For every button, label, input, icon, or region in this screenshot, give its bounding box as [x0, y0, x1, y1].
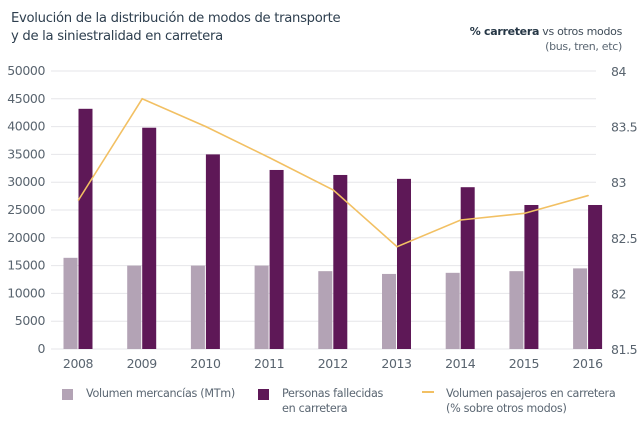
bar-mercancias [445, 272, 460, 349]
x-tick-label: 2014 [445, 356, 476, 371]
y-left-tick-label: 40000 [7, 119, 45, 134]
y-right-tick-label: 83 [611, 175, 626, 190]
line-point [523, 212, 526, 215]
line-series [77, 97, 589, 248]
x-tick-label: 2011 [254, 356, 284, 371]
bar-mercancias [63, 257, 78, 349]
y-left-tick-label: 45000 [7, 91, 45, 106]
y-left-tick-label: 30000 [7, 174, 45, 189]
line-point [141, 98, 143, 100]
x-tick-label: 2015 [509, 356, 539, 371]
legend-swatch-fallecidas [258, 389, 269, 400]
bar-fallecidas [460, 187, 475, 349]
right-axis-subtitle: (bus, tren, etc) [545, 40, 622, 53]
y-left-tick-label: 20000 [7, 230, 45, 245]
bar-fallecidas [333, 174, 348, 349]
bar-mercancias [382, 273, 396, 349]
right-axis-title-rest: vs otros modos [539, 25, 622, 38]
y-right-tick-label: 82 [611, 286, 626, 301]
legend-swatch-mercancias [62, 389, 73, 400]
bar-fallecidas [269, 169, 284, 349]
line-point [396, 245, 398, 248]
y-right-tick-label: 84 [611, 64, 627, 79]
line-point [268, 156, 271, 159]
line-point [205, 125, 207, 128]
line-point [77, 199, 80, 201]
y-left-tick-label: 10000 [7, 285, 45, 300]
line-point [332, 189, 335, 191]
y-axis-right: 81.5 82 82.5 83 83.5 84 [611, 64, 638, 357]
bar-mercancias [127, 265, 142, 349]
line-point [587, 194, 589, 197]
y-right-tick-label: 83.5 [611, 120, 637, 135]
x-tick-label: 2013 [381, 356, 411, 371]
bar-mercancias [509, 271, 524, 349]
x-tick-label: 2016 [572, 356, 603, 371]
y-axis-left: 0 5000 10000 15000 20000 25000 30000 35000 40000… [7, 63, 46, 356]
y-right-tick-label: 81.5 [611, 342, 637, 357]
right-axis-title: % carretera vs otros modos (bus, tren, e… [469, 24, 623, 54]
y-left-tick-label: 35000 [7, 146, 45, 161]
bar-fallecidas [588, 204, 603, 349]
bar-fallecidas [524, 204, 539, 349]
x-tick-label: 2010 [190, 356, 221, 371]
x-tick-label: 2012 [318, 356, 348, 371]
bar-mercancias [254, 265, 269, 349]
chart-title: Evolución de la distribución de modos de… [11, 10, 341, 46]
legend-line-pasajeros [422, 391, 434, 393]
bar-fallecidas [205, 154, 220, 349]
chart-title-line-2: y de la siniestralidad en carretera [11, 29, 223, 44]
y-left-tick-label: 15000 [7, 258, 45, 273]
bar-fallecidas [142, 127, 157, 349]
bar-fallecidas [397, 178, 411, 349]
bars [63, 108, 603, 349]
y-left-tick-label: 25000 [7, 202, 45, 217]
legend-label-mercancias: Volumen mercancías (MTm) [86, 387, 235, 400]
y-left-tick-label: 5000 [15, 313, 46, 328]
x-tick-label: 2008 [63, 356, 94, 371]
chart-title-line-1: Evolución de la distribución de modos de… [11, 11, 341, 26]
right-axis-title-bold: % carretera [469, 25, 540, 38]
bar-mercancias [573, 268, 588, 349]
y-left-tick-label: 0 [37, 341, 45, 356]
bar-fallecidas [78, 108, 93, 349]
bar-mercancias [318, 271, 333, 349]
x-tick-label: 2009 [127, 356, 158, 371]
y-right-tick-label: 82.5 [611, 231, 637, 246]
x-axis: 2008 2009 2010 2011 2012 2013 2014 2015 2016 [63, 356, 604, 371]
line-point [459, 219, 462, 221]
legend-label-fallecidas: Personas fallecidas en carretera [282, 387, 384, 415]
y-left-tick-label: 50000 [7, 63, 45, 78]
bar-mercancias [190, 265, 205, 349]
legend-label-pasajeros: Volumen pasajeros en carretera (% sobre … [446, 387, 616, 415]
